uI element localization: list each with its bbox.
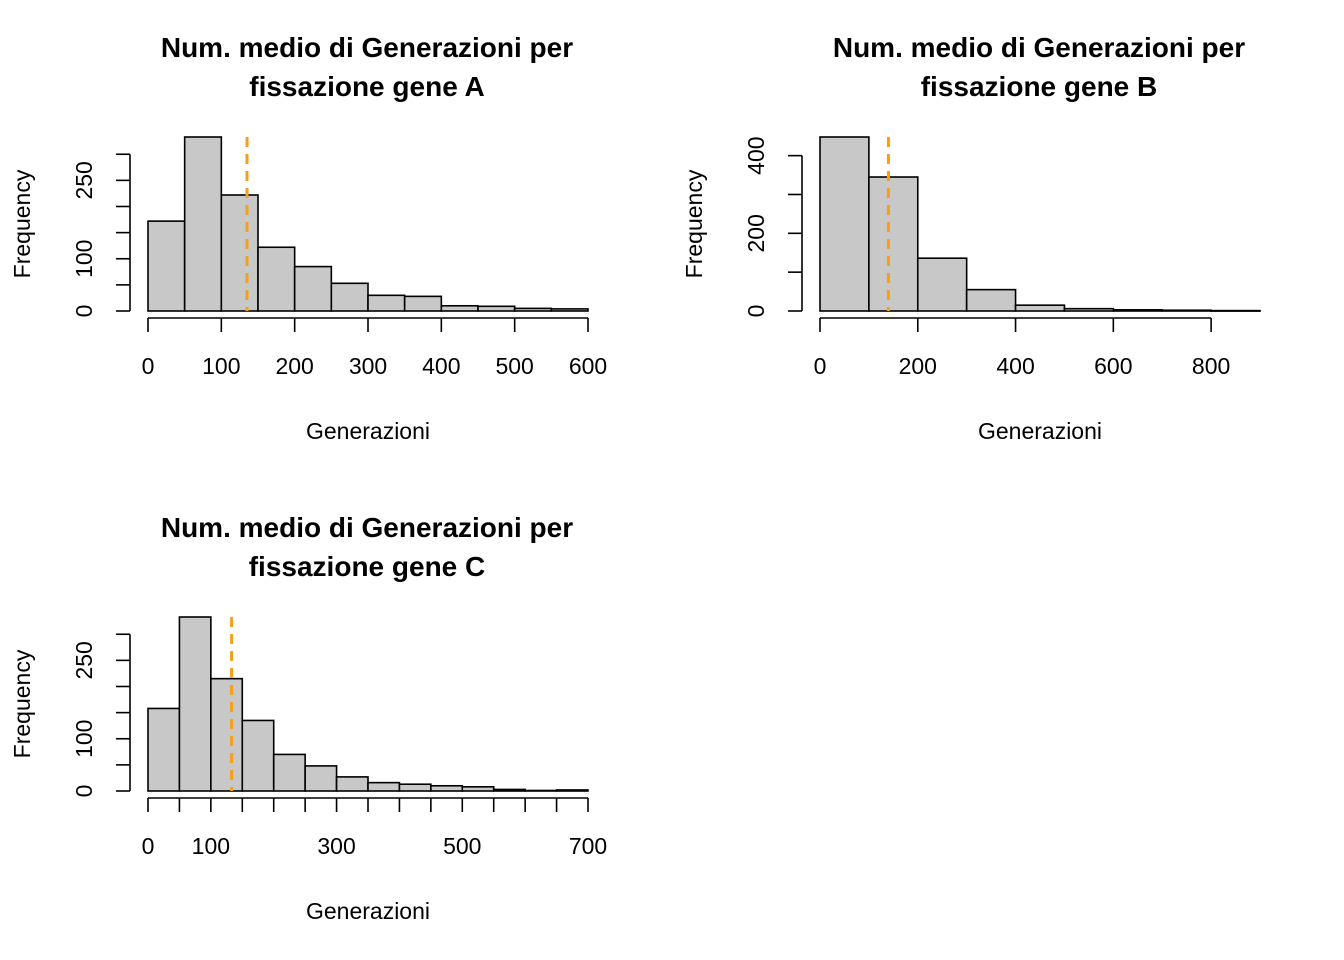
chart-title-line-1: Num. medio di Generazioni per	[161, 512, 573, 543]
histogram-bar	[257, 246, 296, 312]
histogram-bar	[178, 616, 212, 792]
y-tick-label: 250	[71, 161, 97, 199]
histogram-bar	[304, 765, 338, 792]
histogram-bar	[965, 288, 1017, 312]
histogram-bar	[513, 307, 553, 312]
histogram-bar	[440, 304, 479, 312]
x-tick-label: 100	[202, 353, 240, 379]
histogram-panel-1: Num. medio di Generazioni per fissazione …	[9, 32, 607, 444]
y-tick-label: 0	[71, 785, 97, 798]
histogram-bar	[403, 295, 443, 312]
y-tick-label: 250	[71, 641, 97, 679]
histogram-bar	[367, 294, 406, 312]
y-tick-label: 0	[71, 305, 97, 318]
histogram-bar	[550, 308, 589, 312]
x-tick-label: 500	[443, 833, 481, 859]
histogram-bar	[461, 786, 495, 792]
x-tick-label: 500	[495, 353, 533, 379]
histogram-bar	[183, 136, 223, 312]
x-tick-label: 100	[192, 833, 230, 859]
histogram-bar	[819, 136, 870, 312]
histogram-panel-3: Num. medio di Generazioni per fissazione …	[9, 512, 607, 924]
histogram-bar	[241, 719, 275, 792]
x-tick-label: 0	[142, 353, 155, 379]
y-tick-label: 400	[743, 136, 769, 174]
x-tick-label: 700	[569, 833, 607, 859]
x-axis-title: Generazioni	[306, 418, 430, 444]
histogram-bar	[916, 257, 968, 312]
histogram-bar	[868, 176, 919, 312]
x-tick-label: 300	[317, 833, 355, 859]
x-tick-label: 400	[422, 353, 460, 379]
x-tick-label: 0	[814, 353, 827, 379]
histogram-bar	[272, 753, 306, 792]
x-tick-label: 600	[1094, 353, 1132, 379]
histogram-bar	[335, 776, 369, 792]
histogram-bar	[555, 789, 589, 792]
histogram-panel-2: Num. medio di Generazioni per fissazione …	[681, 32, 1261, 444]
x-tick-label: 400	[996, 353, 1034, 379]
x-tick-label: 0	[142, 833, 155, 859]
histogram-bar	[1161, 309, 1212, 312]
histogram-bar	[430, 784, 464, 792]
histogram-bar	[1210, 309, 1261, 312]
histogram-bar	[524, 789, 558, 792]
histogram-bar	[147, 220, 186, 312]
x-axis-title: Generazioni	[978, 418, 1102, 444]
histogram-bar	[330, 282, 369, 312]
x-tick-label: 300	[349, 353, 387, 379]
x-tick-label: 200	[899, 353, 937, 379]
histogram-bar	[1063, 307, 1115, 312]
chart-title-line-2: fissazione gene B	[921, 71, 1158, 102]
x-tick-label: 800	[1192, 353, 1230, 379]
histogram-bar	[367, 781, 401, 792]
chart-title-line-2: fissazione gene C	[249, 551, 486, 582]
histogram-bar	[220, 194, 259, 312]
y-tick-label: 100	[71, 720, 97, 758]
histogram-bar	[1112, 309, 1164, 312]
y-axis-title: Frequency	[9, 649, 35, 758]
y-tick-label: 100	[71, 240, 97, 278]
y-axis-title: Frequency	[9, 169, 35, 278]
x-tick-label: 200	[275, 353, 313, 379]
chart-title-line-1: Num. medio di Generazioni per	[833, 32, 1245, 63]
x-tick-label: 600	[569, 353, 607, 379]
y-tick-label: 200	[743, 214, 769, 252]
histogram-bar	[492, 788, 526, 792]
chart-title-line-1: Num. medio di Generazioni per	[161, 32, 573, 63]
histogram-bar	[1014, 304, 1066, 312]
histogram-bar	[147, 707, 181, 792]
histogram-bar	[293, 265, 333, 312]
histogram-bar	[210, 677, 244, 792]
histogram-bar	[477, 305, 516, 312]
x-axis-title: Generazioni	[306, 898, 430, 924]
y-tick-label: 0	[743, 305, 769, 318]
chart-title-line-2: fissazione gene A	[249, 71, 484, 102]
histogram-bar	[398, 783, 432, 792]
y-axis-title: Frequency	[681, 169, 707, 278]
